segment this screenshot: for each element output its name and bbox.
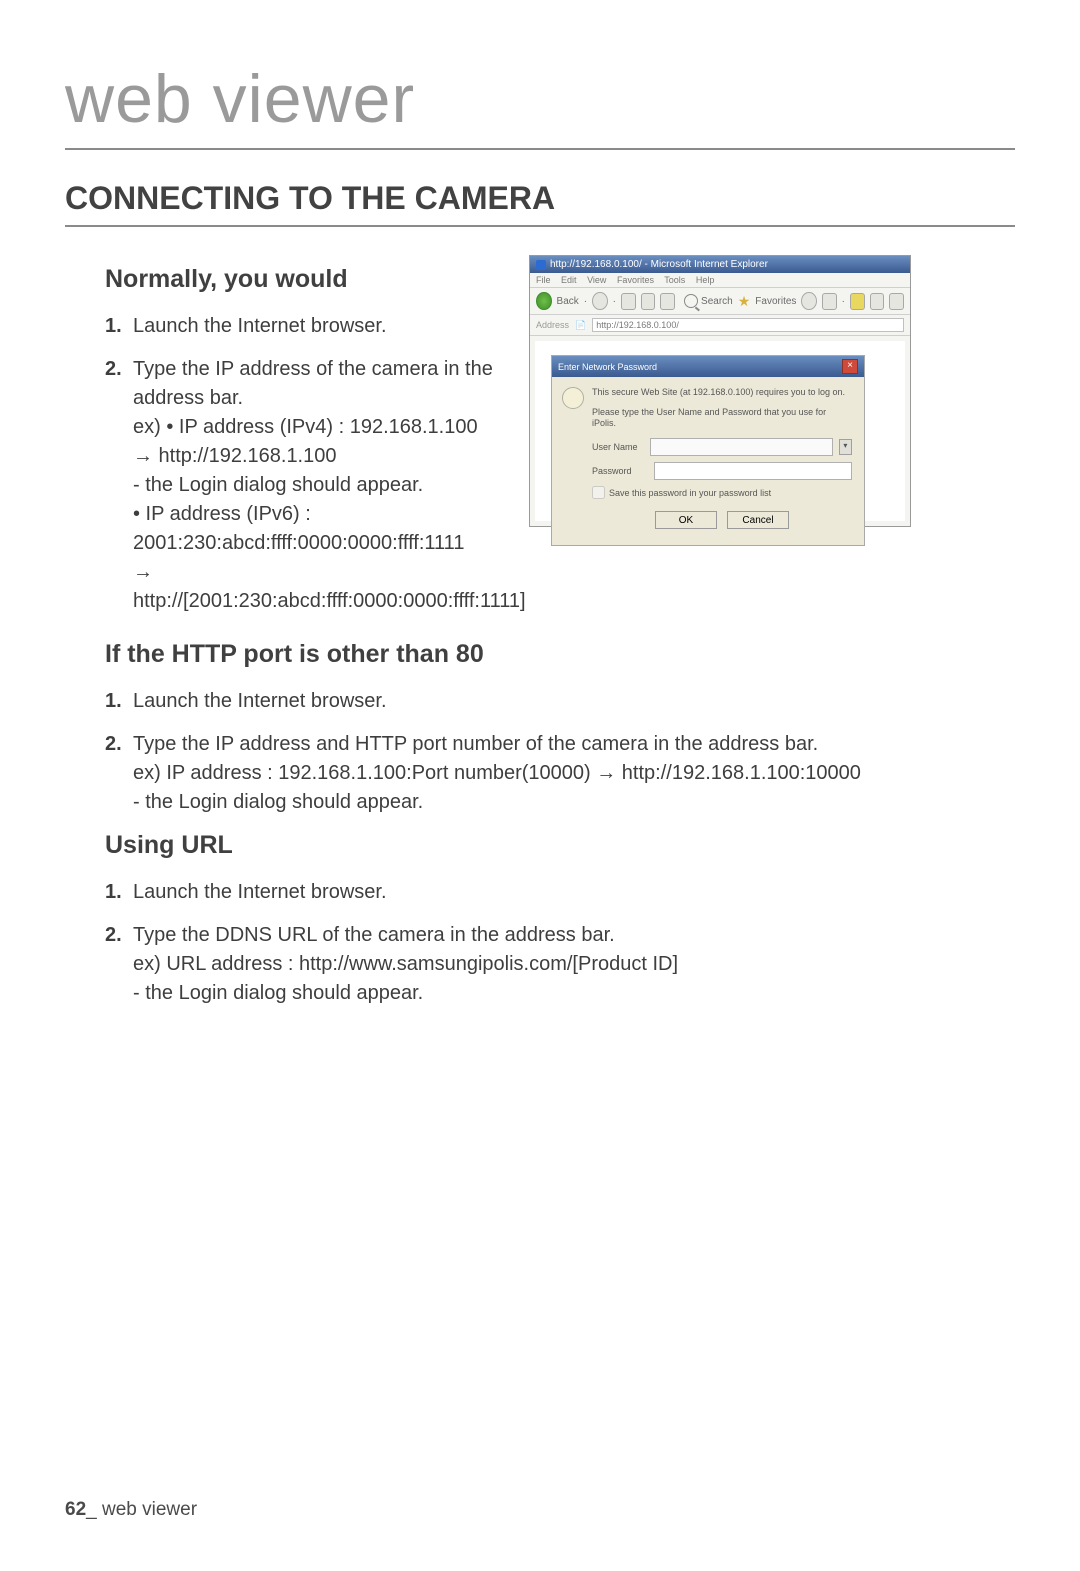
username-row: User Name ▾ xyxy=(592,438,852,456)
left-column: Normally, you would 1. Launch the Intern… xyxy=(65,255,505,630)
step-text: Launch the Internet browser. xyxy=(133,690,387,712)
example-text: ex) URL address : http://www.samsungipol… xyxy=(133,950,1015,979)
password-row: Password xyxy=(592,462,852,480)
dialog-body: This secure Web Site (at 192.168.0.100) … xyxy=(552,377,864,545)
address-bar: Address 📄 http://192.168.0.100/ xyxy=(530,315,910,336)
save-password-row: Save this password in your password list xyxy=(592,486,852,499)
two-column-layout: Normally, you would 1. Launch the Intern… xyxy=(65,255,1015,630)
toolbar-icon xyxy=(822,293,837,310)
browser-screenshot: http://192.168.0.100/ - Microsoft Intern… xyxy=(529,255,911,527)
login-dialog: Enter Network Password × This secure Web… xyxy=(551,355,865,546)
page-footer: 62_ web viewer xyxy=(65,1499,197,1521)
dialog-line2: Please type the User Name and Password t… xyxy=(592,407,852,430)
refresh-icon xyxy=(641,293,656,310)
manual-page: web viewer CONNECTING TO THE CAMERA Norm… xyxy=(0,0,1080,1571)
browser-canvas: Enter Network Password × This secure Web… xyxy=(535,341,905,521)
browser-menu-bar: File Edit View Favorites Tools Help xyxy=(530,273,910,288)
page-number: 62 xyxy=(65,1499,86,1520)
favorites-label: Favorites xyxy=(755,296,796,307)
step-text: Type the IP address and HTTP port number… xyxy=(133,733,818,755)
search-icon xyxy=(684,294,698,308)
chapter-title: web viewer xyxy=(65,60,1015,150)
menu-item: File xyxy=(536,275,551,285)
password-label: Password xyxy=(592,466,648,476)
example-text: ex) IP address : 192.168.1.100:Port numb… xyxy=(133,759,1015,788)
example-url: → http://192.168.1.100 xyxy=(133,442,505,471)
list-item: 1. Launch the Internet browser. xyxy=(105,312,505,341)
ok-button: OK xyxy=(655,511,717,529)
right-column: http://192.168.0.100/ - Microsoft Intern… xyxy=(529,255,911,630)
menu-item: Favorites xyxy=(617,275,654,285)
username-label: User Name xyxy=(592,442,644,452)
home-icon xyxy=(660,293,675,310)
menu-item: Help xyxy=(696,275,715,285)
save-password-checkbox xyxy=(592,486,605,499)
address-label: Address xyxy=(536,320,569,330)
step-number: 2. xyxy=(105,730,122,759)
section-heading: CONNECTING TO THE CAMERA xyxy=(65,180,1015,227)
example-text: ex) • IP address (IPv4) : 192.168.1.100 xyxy=(133,413,505,442)
steps-url: 1. Launch the Internet browser. 2. Type … xyxy=(105,878,1015,1008)
back-label: Back xyxy=(557,296,579,307)
subheading-url: Using URL xyxy=(105,831,1015,860)
list-item: 2. Type the IP address of the camera in … xyxy=(105,355,505,616)
step-text: Launch the Internet browser. xyxy=(133,881,387,903)
address-url: http://192.168.0.100/ xyxy=(592,318,904,332)
dialog-title-bar: Enter Network Password × xyxy=(552,356,864,377)
stop-icon xyxy=(621,293,636,310)
step-number: 1. xyxy=(105,312,122,341)
back-button-icon xyxy=(536,292,552,310)
login-note: - the Login dialog should appear. xyxy=(133,471,505,500)
save-password-label: Save this password in your password list xyxy=(609,488,771,498)
login-note: - the Login dialog should appear. xyxy=(133,979,1015,1008)
menu-item: View xyxy=(587,275,606,285)
example-url: → http://[2001:230:abcd:ffff:0000:0000:f… xyxy=(133,558,505,616)
subheading-port: If the HTTP port is other than 80 xyxy=(105,640,1015,669)
toolbar-icon xyxy=(850,293,865,310)
steps-normally: 1. Launch the Internet browser. 2. Type … xyxy=(105,312,505,616)
steps-port: 1. Launch the Internet browser. 2. Type … xyxy=(105,687,1015,817)
page-icon: 📄 xyxy=(575,320,586,331)
forward-button-icon xyxy=(592,292,608,310)
menu-item: Edit xyxy=(561,275,577,285)
subheading-normally: Normally, you would xyxy=(105,265,505,294)
footer-label: _ web viewer xyxy=(86,1499,197,1520)
list-item: 2. Type the DDNS URL of the camera in th… xyxy=(105,921,1015,1008)
dialog-title-text: Enter Network Password xyxy=(558,362,657,372)
username-input xyxy=(650,438,833,456)
cancel-button: Cancel xyxy=(727,511,789,529)
step-number: 2. xyxy=(105,355,122,384)
ie-icon xyxy=(536,260,546,270)
favorites-star-icon: ★ xyxy=(738,294,751,308)
list-item: 1. Launch the Internet browser. xyxy=(105,687,1015,716)
toolbar-icon xyxy=(801,292,817,310)
dialog-buttons: OK Cancel xyxy=(592,507,852,535)
password-input xyxy=(654,462,852,480)
key-icon xyxy=(562,387,584,409)
step-number: 2. xyxy=(105,921,122,950)
close-icon: × xyxy=(842,359,858,374)
list-item: 2. Type the IP address and HTTP port num… xyxy=(105,730,1015,817)
search-group: Search xyxy=(680,294,733,308)
browser-toolbar: Back · · Search ★ Favorites · xyxy=(530,288,910,315)
list-item: 1. Launch the Internet browser. xyxy=(105,878,1015,907)
login-note: - the Login dialog should appear. xyxy=(133,788,1015,817)
dropdown-icon: ▾ xyxy=(839,439,852,455)
browser-title-bar: http://192.168.0.100/ - Microsoft Intern… xyxy=(530,256,910,273)
toolbar-icon xyxy=(889,293,904,310)
step-text: Type the IP address of the camera in the… xyxy=(133,358,493,409)
example-text: • IP address (IPv6) : 2001:230:abcd:ffff… xyxy=(133,500,505,558)
toolbar-icon xyxy=(870,293,885,310)
step-text: Launch the Internet browser. xyxy=(133,315,387,337)
dialog-line1: This secure Web Site (at 192.168.0.100) … xyxy=(592,387,852,399)
step-number: 1. xyxy=(105,687,122,716)
step-number: 1. xyxy=(105,878,122,907)
menu-item: Tools xyxy=(664,275,685,285)
browser-title-text: http://192.168.0.100/ - Microsoft Intern… xyxy=(550,259,768,270)
search-label: Search xyxy=(701,296,733,307)
step-text: Type the DDNS URL of the camera in the a… xyxy=(133,924,615,946)
